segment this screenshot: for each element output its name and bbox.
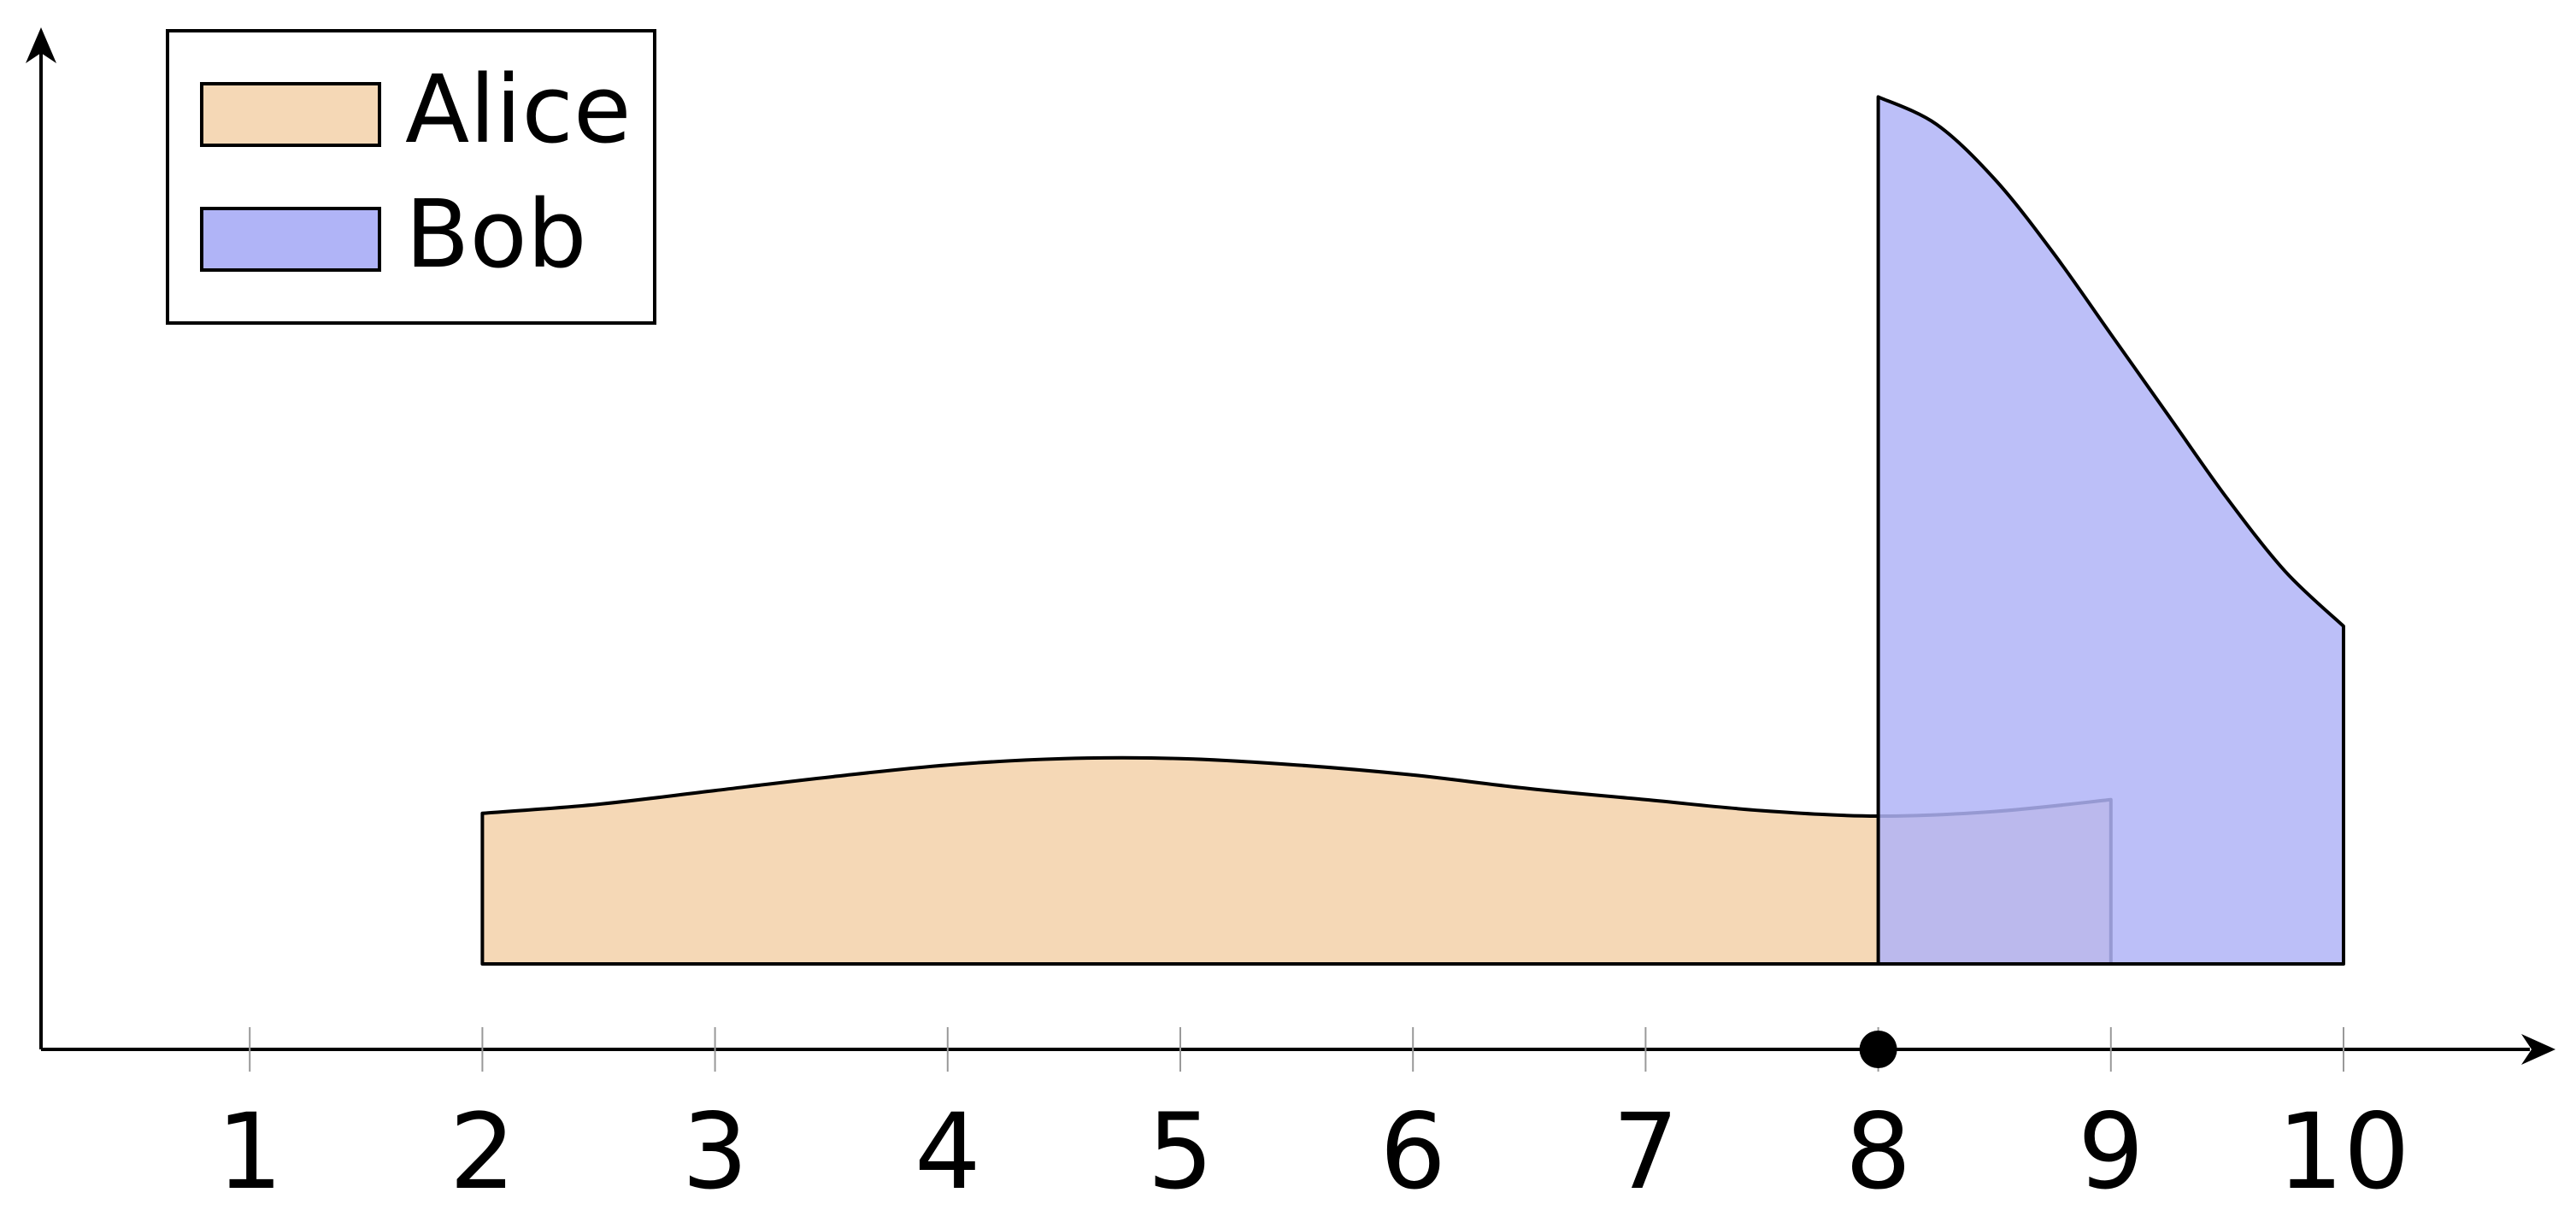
legend-swatch-alice xyxy=(200,82,381,147)
x-tick-label: 8 xyxy=(1845,1091,1912,1213)
x-tick-label: 10 xyxy=(2277,1091,2409,1213)
legend-label-alice: Alice xyxy=(405,55,632,164)
x-tick-label: 6 xyxy=(1379,1091,1446,1213)
axes xyxy=(26,27,2555,1065)
area-series-group xyxy=(480,95,2345,966)
legend-box xyxy=(166,29,656,325)
area-alice xyxy=(480,755,2113,966)
legend: Alice Bob xyxy=(166,29,656,325)
x-axis-marker-point xyxy=(1859,1031,1897,1068)
x-tick-label: 4 xyxy=(915,1091,981,1213)
x-axis-arrow-icon xyxy=(2521,1034,2555,1065)
x-tick-label: 3 xyxy=(682,1091,749,1213)
x-tick-label: 2 xyxy=(450,1091,516,1213)
x-tick-label: 9 xyxy=(2078,1091,2144,1213)
legend-label-bob: Bob xyxy=(405,179,587,289)
x-tick-label: 5 xyxy=(1147,1091,1214,1213)
x-ticks-group: 1 2 3 4 5 6 7 8 9 10 xyxy=(216,1027,2410,1213)
legend-swatch-bob xyxy=(200,207,381,272)
x-tick-label: 7 xyxy=(1613,1091,1679,1213)
x-tick-label: 1 xyxy=(216,1091,283,1213)
y-axis-arrow-icon xyxy=(26,27,56,63)
area-bob xyxy=(1876,95,2345,966)
